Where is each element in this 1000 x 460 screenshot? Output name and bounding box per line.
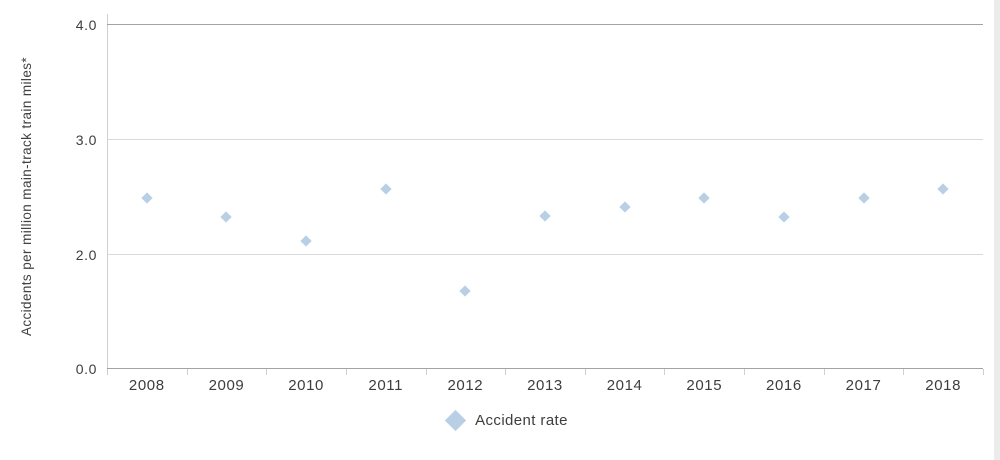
y-tick-label: 2.0	[75, 247, 97, 263]
x-tick-mark	[983, 369, 984, 375]
gridline-3.0	[107, 139, 983, 140]
x-tick-label: 2011	[368, 377, 404, 394]
x-tick-mark	[824, 369, 825, 375]
data-point-2011	[380, 183, 392, 196]
legend: Accident rate	[8, 409, 1000, 432]
x-tick-label: 2018	[925, 377, 962, 394]
y-tick-label: 4.0	[75, 17, 97, 33]
y-tick-label: 3.0	[75, 132, 97, 148]
x-tick-label: 2008	[128, 377, 165, 394]
data-point-2008	[141, 191, 153, 204]
x-tick-mark	[187, 369, 188, 375]
data-point-2010	[300, 235, 312, 247]
x-tick-label: 2010	[288, 377, 324, 394]
legend-label: Accident rate	[475, 412, 568, 429]
x-tick-mark	[744, 369, 745, 375]
x-tick-label: 2012	[447, 377, 484, 394]
data-point-2013	[539, 210, 551, 222]
data-point-2017	[857, 191, 870, 204]
data-point-2012	[459, 284, 472, 297]
x-tick-mark	[426, 369, 427, 375]
x-tick-label: 2009	[208, 377, 245, 394]
y-axis-title: Accidents per million main-track train m…	[12, 24, 42, 369]
x-tick-mark	[107, 369, 108, 375]
x-tick-mark	[346, 369, 347, 375]
plot-area	[107, 24, 984, 375]
gridline-4.0	[107, 24, 983, 25]
y-axis-title-text: Accidents per million main-track train m…	[19, 56, 35, 337]
x-tick-label: 2015	[686, 377, 723, 394]
diamond-marker-icon	[445, 409, 467, 432]
x-tick-mark	[903, 369, 904, 375]
x-tick-mark	[266, 369, 267, 375]
x-tick-label: 2013	[527, 377, 563, 394]
y-axis-line	[107, 14, 108, 369]
x-tick-mark	[585, 369, 586, 375]
data-point-2009	[220, 211, 233, 223]
data-point-2014	[618, 201, 631, 213]
x-tick-mark	[664, 369, 665, 375]
gridline-2.0	[107, 254, 983, 255]
y-tick-label: 0.0	[75, 361, 97, 377]
data-point-2018	[937, 183, 949, 196]
x-tick-label: 2016	[766, 377, 802, 394]
gridline-0.0	[107, 368, 983, 369]
data-point-2015	[698, 191, 710, 204]
x-tick-label: 2017	[845, 377, 882, 394]
data-point-2016	[778, 211, 790, 223]
x-tick-mark	[505, 369, 506, 375]
window-edge	[994, 0, 1000, 460]
x-tick-label: 2014	[606, 377, 643, 394]
